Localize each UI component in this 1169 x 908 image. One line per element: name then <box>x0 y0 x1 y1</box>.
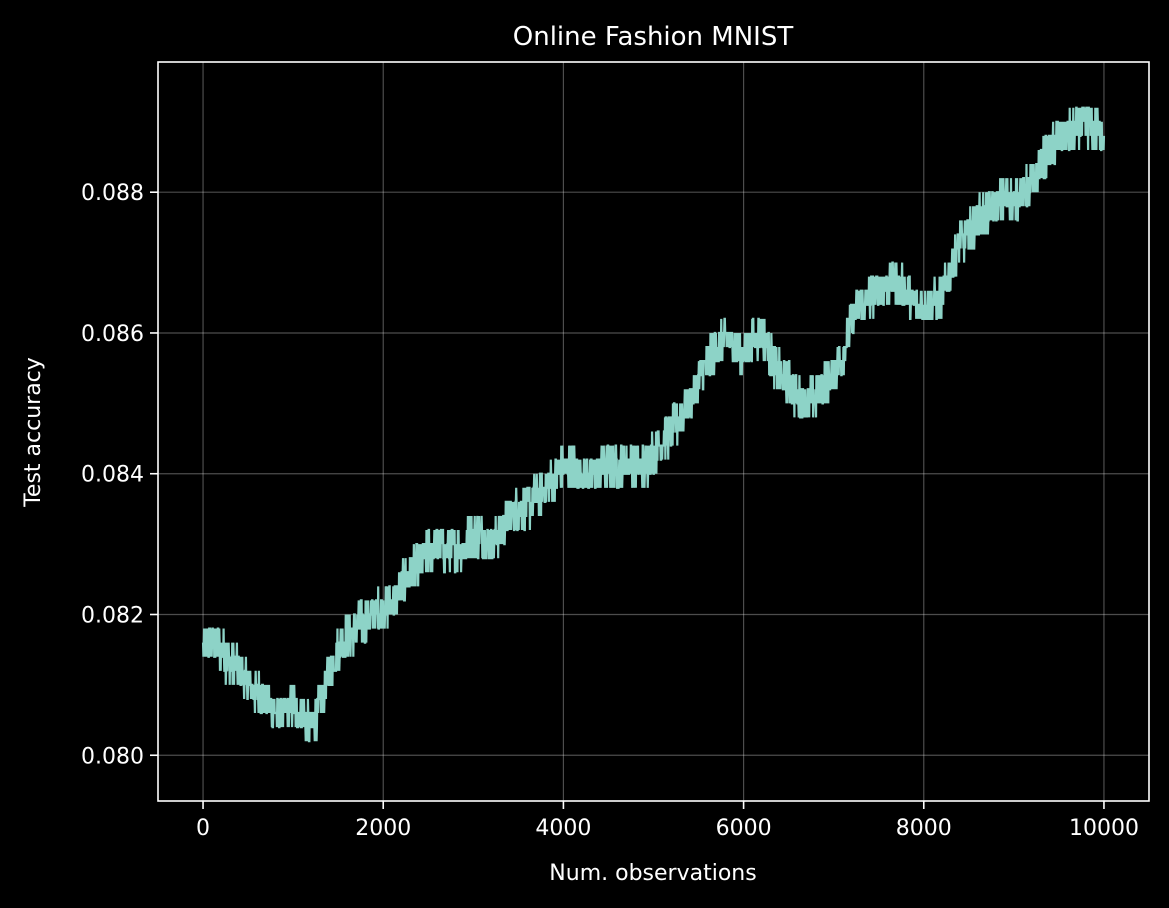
x-axis: 0 2000 4000 6000 8000 10000 <box>196 801 1139 841</box>
plot-area <box>201 106 1106 743</box>
y-tick-label: 0.080 <box>81 744 144 769</box>
x-tick-label: 8000 <box>896 816 952 841</box>
axes-frame <box>157 61 1150 802</box>
y-tick-label: 0.086 <box>81 322 144 347</box>
x-axis-label: Num. observations <box>549 861 756 886</box>
x-tick-label: 6000 <box>716 816 772 841</box>
x-tick-label: 0 <box>196 816 210 841</box>
y-tick-label: 0.084 <box>81 463 144 488</box>
x-tick-label: 10000 <box>1069 816 1139 841</box>
x-tick-label: 4000 <box>535 816 591 841</box>
y-tick-label: 0.088 <box>81 181 144 206</box>
y-axis: 0.080 0.082 0.084 0.086 0.088 <box>81 181 158 769</box>
x-tick-label: 2000 <box>355 816 411 841</box>
chart-title: Online Fashion MNIST <box>513 22 794 52</box>
y-tick-label: 0.082 <box>81 603 144 628</box>
series-line <box>201 106 1106 743</box>
y-axis-label: Test accuracy <box>21 357 46 508</box>
